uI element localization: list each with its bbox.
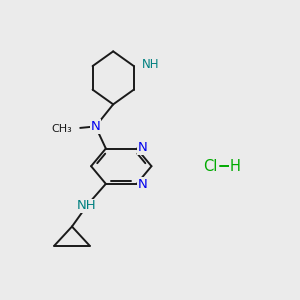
Text: NH: NH [142,58,160,71]
Text: CH₃: CH₃ [51,124,72,134]
Text: N: N [91,120,100,133]
Text: H: H [230,159,241,174]
Text: Cl: Cl [203,159,218,174]
Text: N: N [138,178,148,191]
Text: N: N [138,141,148,154]
Text: NH: NH [77,200,97,212]
